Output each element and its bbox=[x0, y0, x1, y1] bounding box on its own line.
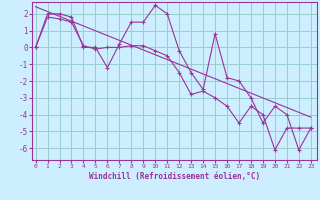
X-axis label: Windchill (Refroidissement éolien,°C): Windchill (Refroidissement éolien,°C) bbox=[89, 172, 260, 181]
